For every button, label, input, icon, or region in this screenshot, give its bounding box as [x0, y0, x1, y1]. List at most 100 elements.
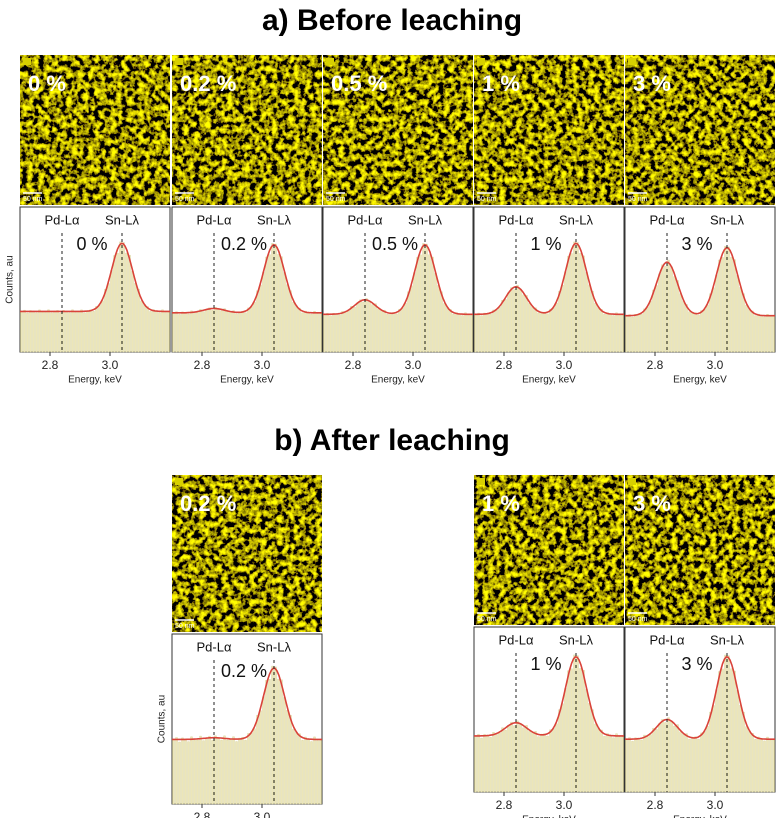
panel-label: 0.5 %: [331, 71, 387, 96]
map-texture: [474, 475, 624, 625]
x-tick-label: 3.0: [707, 358, 724, 372]
section-title: a) Before leaching: [262, 4, 522, 37]
peak-label: Pd-Lα: [499, 632, 534, 647]
panel-label: 1 %: [482, 491, 520, 516]
x-tick-label: 2.8: [647, 798, 664, 812]
map-icon: [628, 58, 636, 65]
peak-label: Pd-Lα: [197, 639, 232, 654]
map-icon: [477, 58, 485, 65]
scale-bar-label: 50 nm: [477, 616, 497, 623]
panel-label: 1 %: [482, 71, 520, 96]
panel-label: 0.2 %: [180, 71, 236, 96]
eds-map: 0 % 50 nm: [20, 55, 170, 205]
x-axis-label: Energy, keV: [522, 815, 576, 818]
scale-bar-label: 50 nm: [628, 196, 648, 203]
x-tick-label: 3.0: [405, 358, 422, 372]
x-axis-label: Energy, keV: [371, 375, 425, 386]
peak-label: Pd-Lα: [650, 212, 685, 227]
peak-label: Sn-Lλ: [257, 639, 291, 654]
eds-map: 0.2 % 50 nm: [172, 475, 322, 632]
x-tick-label: 2.8: [647, 358, 664, 372]
x-tick-label: 2.8: [194, 810, 211, 818]
spectrum-label: 0.5 %: [372, 234, 418, 254]
spectrum-label: 1 %: [530, 654, 561, 674]
panel-label: 3 %: [633, 491, 671, 516]
scale-bar-label: 50 nm: [628, 616, 648, 623]
x-axis-label: Energy, keV: [220, 375, 274, 386]
spectrum-label: 1 %: [530, 234, 561, 254]
x-axis-label: Energy, keV: [68, 375, 122, 386]
eds-map: 0.2 % 50 nm: [172, 55, 322, 205]
peak-label: Pd-Lα: [499, 212, 534, 227]
panel-label: 0 %: [28, 71, 66, 96]
scale-bar-label: 50 nm: [477, 196, 497, 203]
map-texture: [323, 55, 473, 205]
peak-label: Sn-Lλ: [257, 212, 291, 227]
map-icon: [628, 478, 636, 485]
peak-label: Pd-Lα: [650, 632, 685, 647]
x-tick-label: 2.8: [194, 358, 211, 372]
x-axis-label: Energy, keV: [673, 815, 727, 818]
map-icon: [477, 478, 485, 485]
spectrum-fit: [172, 244, 322, 314]
map-icon: [175, 58, 183, 65]
spectrum-label: 0 %: [76, 234, 107, 254]
eds-map: 3 % 50 nm: [625, 475, 775, 625]
eds-map: 3 % 50 nm: [625, 55, 775, 205]
map-icon: [326, 58, 334, 65]
map-texture: [625, 55, 775, 205]
x-tick-label: 2.8: [496, 358, 513, 372]
panel-label: 3 %: [633, 71, 671, 96]
peak-label: Sn-Lλ: [408, 212, 442, 227]
spectrum-label: 3 %: [681, 234, 712, 254]
x-tick-label: 3.0: [556, 798, 573, 812]
scale-bar-label: 50 nm: [175, 623, 195, 630]
eds-map: 1 % 50 nm: [474, 475, 624, 625]
x-tick-label: 3.0: [254, 810, 271, 818]
scale-bar-label: 50 nm: [175, 196, 195, 203]
x-axis-label: Energy, keV: [673, 375, 727, 386]
peak-label: Sn-Lλ: [559, 632, 593, 647]
y-axis-label: Counts, au: [157, 695, 168, 743]
map-icon: [23, 58, 31, 65]
panel-label: 0.2 %: [180, 491, 236, 516]
spectrum-fit: [474, 656, 624, 737]
y-axis-label: Counts, au: [5, 255, 16, 303]
spectrum-fit: [323, 244, 473, 316]
peak-label: Pd-Lα: [45, 212, 80, 227]
map-texture: [172, 55, 322, 205]
map-texture: [172, 475, 322, 632]
map-icon: [175, 478, 183, 485]
map-texture: [474, 55, 624, 205]
peak-label: Pd-Lα: [197, 212, 232, 227]
spectrum-fit: [625, 246, 775, 317]
peak-label: Sn-Lλ: [710, 632, 744, 647]
spectrum-label: 3 %: [681, 654, 712, 674]
eds-map: 1 % 50 nm: [474, 55, 624, 205]
x-tick-label: 2.8: [496, 798, 513, 812]
x-axis-label: Energy, keV: [522, 375, 576, 386]
x-tick-label: 3.0: [707, 798, 724, 812]
map-texture: [20, 55, 170, 205]
spectrum-fit: [172, 667, 322, 741]
eds-map: 0.5 % 50 nm: [323, 55, 473, 205]
spectrum-fit: [20, 242, 170, 313]
x-tick-label: 2.8: [42, 358, 59, 372]
section-title: b) After leaching: [274, 424, 510, 457]
peak-label: Sn-Lλ: [105, 212, 139, 227]
peak-label: Sn-Lλ: [710, 212, 744, 227]
map-texture: [625, 475, 775, 625]
x-tick-label: 3.0: [254, 358, 271, 372]
x-tick-label: 3.0: [556, 358, 573, 372]
scale-bar-label: 50 nm: [23, 196, 43, 203]
spectrum-label: 0.2 %: [221, 661, 267, 681]
x-tick-label: 3.0: [102, 358, 119, 372]
spectrum-fit: [625, 656, 775, 740]
x-tick-label: 2.8: [345, 358, 362, 372]
peak-label: Sn-Lλ: [559, 212, 593, 227]
scale-bar-label: 50 nm: [326, 196, 346, 203]
spectrum-fit: [474, 242, 624, 316]
spectrum-label: 0.2 %: [221, 234, 267, 254]
peak-label: Pd-Lα: [348, 212, 383, 227]
